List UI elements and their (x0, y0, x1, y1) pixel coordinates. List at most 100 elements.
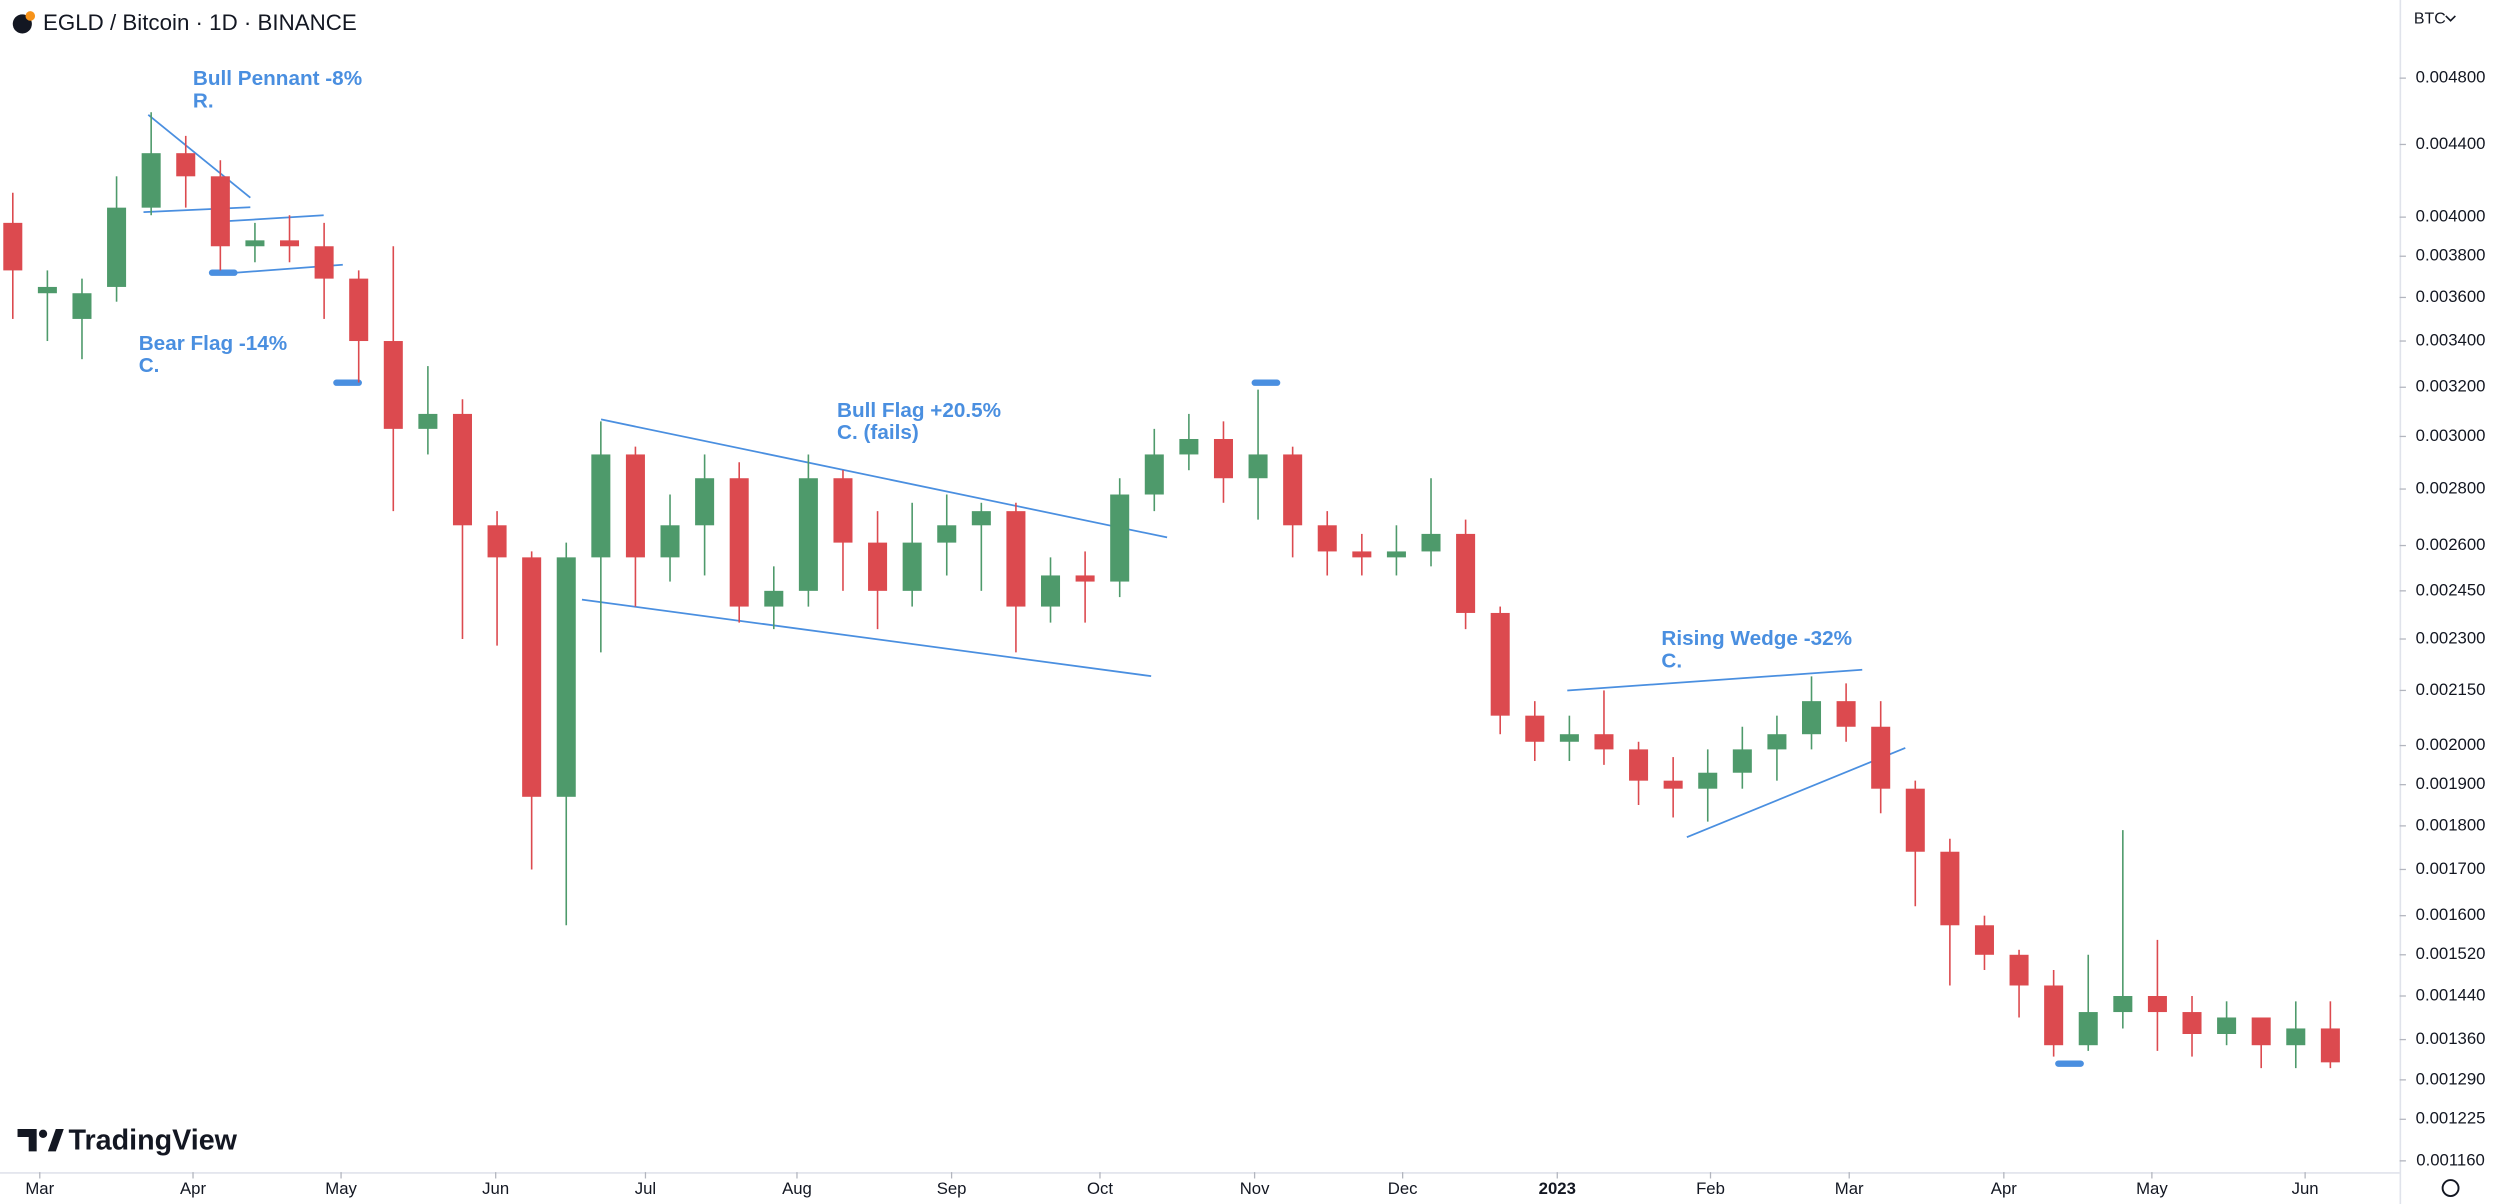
y-tick-label: 0.002800 (2416, 478, 2486, 497)
candle-body (660, 525, 680, 558)
candle-body (1698, 772, 1718, 789)
trend-line (1686, 747, 1906, 839)
annotation-text: C. (1661, 649, 1682, 672)
candle-body (1144, 454, 1164, 495)
candle-body (1456, 533, 1476, 613)
candle-body (2009, 954, 2029, 986)
candle-body (1041, 575, 1061, 607)
y-tick-label: 0.004000 (2416, 207, 2486, 226)
candle-body (418, 413, 438, 429)
y-tick-label: 0.001520 (2416, 944, 2486, 963)
candle-body (2113, 996, 2133, 1013)
y-tick-label: 0.001440 (2416, 985, 2486, 1004)
y-tick-label: 0.003400 (2416, 330, 2486, 349)
candle-body (1386, 551, 1406, 558)
trend-line (581, 598, 1152, 678)
candle-body (1525, 715, 1545, 742)
candle-body (1006, 511, 1026, 607)
y-tick-label: 0.001700 (2416, 859, 2486, 878)
candle-body (522, 557, 542, 797)
candle-body (37, 286, 57, 294)
y-tick-label: 0.001225 (2416, 1109, 2486, 1128)
settings-icon[interactable] (2441, 1179, 2460, 1197)
candle-body (2251, 1017, 2271, 1046)
candle-body (833, 478, 853, 543)
x-tick-label: Feb (1696, 1179, 1725, 1198)
candle-body (1767, 734, 1787, 750)
candle-body (798, 478, 818, 591)
trend-line (147, 114, 251, 199)
candle-body (1248, 454, 1268, 479)
candle-body (1802, 701, 1822, 735)
y-tick-label: 0.001800 (2416, 815, 2486, 834)
symbol-title: EGLD / Bitcoin · 1D · BINANCE (43, 10, 357, 35)
currency-caret[interactable] (2445, 15, 2456, 22)
candle-body (2078, 1012, 2098, 1046)
y-tick-label: 0.002300 (2416, 628, 2486, 647)
candle-body (2217, 1017, 2237, 1034)
candle-body (2320, 1028, 2340, 1063)
logo-mark (47, 1129, 64, 1152)
y-tick-label: 0.004400 (2416, 134, 2486, 153)
x-tick-label: Jun (482, 1179, 509, 1198)
markers (208, 269, 2084, 1067)
candle-body (764, 590, 784, 607)
logo-mark (38, 1129, 48, 1138)
candle-body (1075, 575, 1095, 582)
annotation-text: C. (fails) (837, 421, 919, 444)
x-tick-label: 2023 (1539, 1179, 1576, 1198)
logo-mark (17, 1129, 37, 1152)
symbol-icon-btc (25, 11, 36, 21)
trend-line (218, 214, 324, 223)
candle-body (1559, 734, 1579, 742)
x-tick-label: Jul (635, 1179, 656, 1198)
candle-body (1110, 494, 1130, 582)
candle-body (1594, 734, 1614, 750)
y-tick-label: 0.001600 (2416, 905, 2486, 924)
currency-label[interactable]: BTC (2414, 10, 2446, 27)
candle-body (1283, 454, 1303, 526)
candle-body (1317, 525, 1337, 552)
y-tick-label: 0.003000 (2416, 426, 2486, 445)
candle-body (1213, 438, 1233, 479)
candle-body (2182, 1012, 2202, 1034)
y-tick-label: 0.001360 (2416, 1029, 2486, 1048)
candle-body (280, 240, 300, 247)
candle-body (971, 511, 991, 526)
candle-body (1490, 612, 1510, 716)
x-tick-label: Sep (937, 1179, 967, 1198)
brand-logo: TradingView (17, 1124, 238, 1156)
candle-body (2286, 1028, 2306, 1046)
candle-body (1871, 726, 1891, 789)
candle-body (1905, 788, 1925, 852)
annotation-text: R. (193, 90, 214, 113)
candle-body (1352, 551, 1372, 558)
x-tick-label: Apr (180, 1179, 206, 1198)
candle-body (2044, 985, 2064, 1046)
x-tick-label: Mar (1835, 1179, 1864, 1198)
candle-body (314, 246, 334, 279)
y-tick-label: 0.002600 (2416, 535, 2486, 554)
candle-body (695, 478, 715, 526)
y-tick-label: 0.003200 (2416, 377, 2486, 396)
candle-body (383, 341, 403, 429)
candle-body (1179, 438, 1199, 455)
candle-body (141, 153, 161, 208)
y-tick-label: 0.002450 (2416, 580, 2486, 599)
y-tick-label: 0.003800 (2416, 246, 2486, 265)
candle-body (729, 478, 749, 607)
annotation-text: C. (139, 354, 160, 377)
candle-body (1732, 749, 1752, 773)
candles (3, 112, 2340, 1069)
annotation-text: Rising Wedge -32% (1661, 627, 1852, 650)
x-tick-label: Mar (25, 1179, 54, 1198)
candle-body (902, 542, 922, 591)
candle-body (210, 176, 230, 247)
candle-body (868, 542, 888, 591)
x-tick-label: Oct (1087, 1179, 1113, 1198)
candle-body (625, 454, 645, 558)
x-tick-label: Aug (782, 1179, 812, 1198)
y-tick-label: 0.003600 (2416, 287, 2486, 306)
